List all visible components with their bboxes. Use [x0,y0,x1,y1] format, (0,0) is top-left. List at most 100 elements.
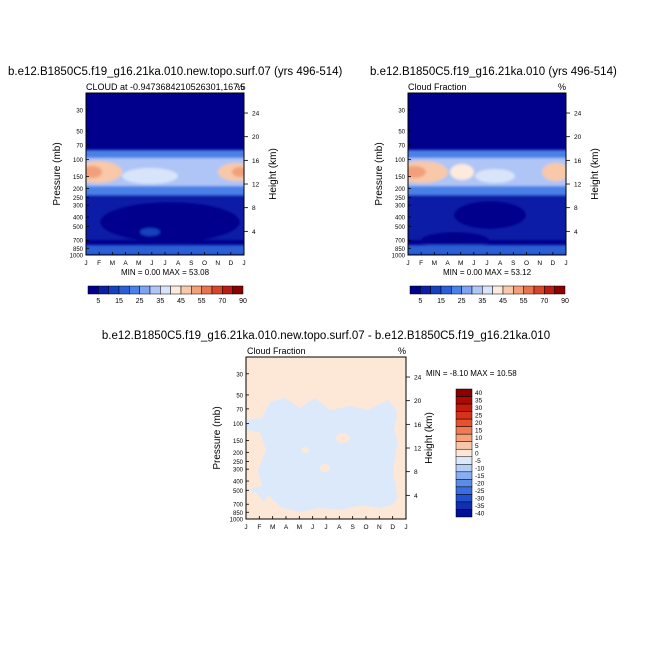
colorbar-swatch [201,285,213,295]
month-tick-label: O [524,260,529,267]
month-tick-label: J [163,260,166,267]
month-tick-label: N [377,524,382,531]
colorbar-swatch [160,285,171,295]
pressure-tick-label: 50 [236,393,243,399]
panel-3-positive-lower-left [246,492,268,519]
month-tick-label: M [432,260,437,267]
pressure-tick-label: 150 [233,439,244,445]
diff-colorbar-label: 5 [475,443,479,450]
colorbar-label: 55 [520,298,528,305]
diff-colorbar-swatch [455,433,473,442]
pressure-tick-label: 1000 [392,254,406,260]
panel-3-positive-blob-3 [301,447,309,453]
diff-colorbar-swatch [455,509,473,518]
colorbar-swatch [180,285,192,295]
panel-1-mid-blob [122,168,178,184]
colorbar-label: 15 [115,298,123,305]
height-tick-label: 24 [414,375,422,382]
height-tick-label: 4 [414,493,418,500]
colorbar-label: 90 [239,298,247,305]
month-tick-label: A [123,260,128,267]
pressure-tick-label: 30 [236,372,243,378]
pressure-tick-label: 850 [73,247,84,253]
height-tick-label: 4 [574,229,578,236]
colorbar-swatch [118,285,130,295]
diff-colorbar-label: 10 [475,435,483,442]
panel-1-height-axis: 24 20 16 12 8 4 [244,111,260,236]
pressure-tick-label: 400 [233,480,244,486]
diff-colorbar-swatch [455,501,473,510]
month-tick-label: M [270,524,275,531]
pressure-tick-label: 400 [73,216,84,222]
colorbar-swatch [492,285,504,295]
diff-colorbar-swatch [455,471,473,480]
panel-3: b.e12.B1850C5.f19_g16.21ka.010.new.topo.… [102,330,550,531]
panel-1-max-right-core [232,167,244,177]
height-tick-label: 16 [574,158,582,165]
month-tick-label: D [390,524,395,531]
diff-colorbar-label: -40 [475,511,485,518]
colorbar-swatch [544,285,555,295]
panel-3-positive-right [393,400,406,515]
colorbar-swatch [409,285,421,295]
month-tick-label: J [472,260,475,267]
month-tick-label: S [350,524,355,531]
pressure-tick-label: 200 [73,187,84,193]
pressure-tick-label: 100 [73,158,84,164]
colorbar-swatch [129,285,140,295]
colorbar-swatch [554,285,566,295]
colorbar-label: 5 [418,298,422,305]
colorbar-label: 5 [96,298,100,305]
panel-2-title: b.e12.B1850C5.f19_g16.21ka.010 (yrs 496-… [370,66,617,78]
height-tick-label: 8 [414,469,418,476]
panel-2-colorbar: 5 15 25 35 45 55 70 90 [409,285,569,305]
colorbar-swatch [87,285,99,295]
colorbar-swatch [211,285,223,295]
month-tick-label: A [284,524,289,531]
diff-colorbar-label: 35 [475,398,483,405]
pressure-tick-label: 300 [73,204,84,210]
diff-colorbar-label: 0 [475,450,479,457]
height-tick-label: 16 [414,422,422,429]
height-tick-label: 20 [252,134,260,141]
diff-colorbar-swatch [455,494,473,503]
pressure-tick-label: 250 [233,460,244,466]
colorbar-swatch [533,285,545,295]
month-tick-label: J [485,260,488,267]
height-tick-label: 12 [252,182,260,189]
pressure-tick-label: 850 [395,247,406,253]
pressure-tick-label: 250 [73,196,84,202]
height-tick-label: 8 [574,205,578,212]
colorbar-label: 70 [218,298,226,305]
colorbar-label: 25 [136,298,144,305]
diff-colorbar-swatch [455,418,473,427]
panel-3-stats: MIN = -8.10 MAX = 10.58 [426,369,517,378]
month-tick-label: M [297,524,302,531]
panel-1: b.e12.B1850C5.f19_g16.21ka.010.new.topo.… [8,66,343,277]
panel-1-colorbar: 5 15 25 35 45 55 70 90 [87,285,247,305]
month-tick-label: D [550,260,555,267]
panel-3-ylabel-right: Height (km) [424,412,435,464]
pressure-tick-label: 200 [233,451,244,457]
month-tick-label: A [337,524,342,531]
pressure-tick-label: 300 [233,468,244,474]
colorbar-swatch [461,285,473,295]
panel-3-positive-blob-1 [336,433,350,443]
month-tick-label: S [511,260,516,267]
panel-3-positive-blob-2 [320,464,330,472]
panel-2-right-label: % [558,82,566,92]
colorbar-swatch [523,285,535,295]
panel-3-height-axis: 24 20 16 12 8 4 [406,375,422,500]
month-tick-label: S [189,260,194,267]
pressure-tick-label: 150 [395,175,406,181]
diff-colorbar-label: -10 [475,465,485,472]
panel-1-ylabel-right: Height (km) [268,148,279,200]
panel-2-height-axis: 24 20 16 12 8 4 [566,111,582,236]
colorbar-swatch [191,285,202,295]
colorbar-swatch [513,285,524,295]
colorbar-swatch [471,285,483,295]
month-tick-label: M [136,260,141,267]
